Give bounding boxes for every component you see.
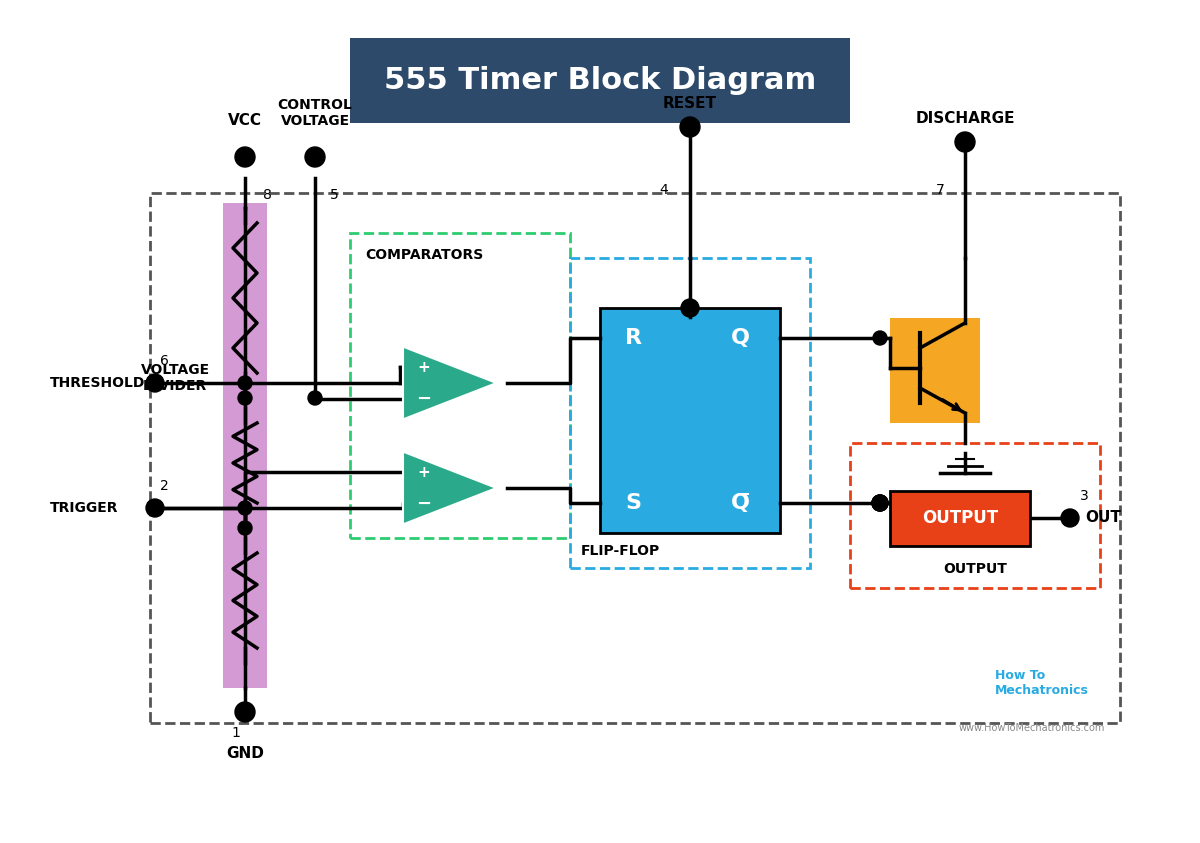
Circle shape	[308, 391, 322, 405]
Circle shape	[238, 376, 252, 390]
Text: 4: 4	[659, 183, 668, 197]
Circle shape	[146, 374, 164, 392]
Text: How To
Mechatronics: How To Mechatronics	[995, 669, 1088, 697]
Text: −: −	[416, 495, 431, 513]
Text: RESET: RESET	[664, 96, 718, 111]
Bar	[890, 318, 980, 423]
Circle shape	[238, 521, 252, 535]
Circle shape	[872, 495, 888, 511]
Text: VOLTAGE
DIVIDER: VOLTAGE DIVIDER	[140, 362, 210, 393]
Circle shape	[872, 495, 888, 511]
Bar	[600, 308, 780, 533]
Text: 6: 6	[160, 354, 169, 368]
Text: +: +	[418, 464, 430, 480]
Circle shape	[872, 495, 888, 511]
Circle shape	[238, 391, 252, 405]
Circle shape	[305, 147, 325, 167]
Circle shape	[146, 499, 164, 517]
Text: 5: 5	[330, 188, 338, 202]
Text: 8: 8	[263, 188, 272, 202]
Polygon shape	[403, 346, 497, 420]
Circle shape	[680, 117, 700, 137]
Text: TRIGGER: TRIGGER	[50, 501, 119, 515]
Text: +: +	[418, 360, 430, 375]
Text: FLIP-FLOP: FLIP-FLOP	[581, 544, 660, 558]
Text: GND: GND	[226, 746, 264, 761]
Text: 1: 1	[232, 726, 240, 740]
Circle shape	[955, 132, 976, 152]
Polygon shape	[403, 452, 497, 524]
Text: DISCHARGE: DISCHARGE	[916, 111, 1015, 126]
Circle shape	[238, 501, 252, 515]
Text: CONTROL
VOLTAGE: CONTROL VOLTAGE	[277, 98, 353, 128]
Bar	[223, 203, 268, 688]
Circle shape	[682, 299, 700, 317]
Text: COMPARATORS: COMPARATORS	[365, 248, 484, 262]
Text: 7: 7	[936, 183, 946, 197]
FancyBboxPatch shape	[350, 38, 850, 123]
Text: VCC: VCC	[228, 113, 262, 128]
Bar	[890, 491, 1030, 545]
Text: OUTPUT: OUTPUT	[943, 562, 1007, 576]
Text: THRESHOLD: THRESHOLD	[50, 376, 145, 390]
Text: 3: 3	[1080, 489, 1088, 503]
Circle shape	[235, 147, 256, 167]
Circle shape	[874, 331, 887, 345]
Text: 555 Timer Block Diagram: 555 Timer Block Diagram	[384, 66, 816, 95]
Circle shape	[1061, 509, 1079, 527]
Circle shape	[235, 702, 256, 722]
Text: 2: 2	[160, 479, 169, 493]
Text: OUTPUT: OUTPUT	[922, 509, 998, 527]
Text: www.HowToMechatronics.com: www.HowToMechatronics.com	[959, 723, 1105, 733]
Text: Q̅: Q̅	[731, 493, 750, 513]
Text: S: S	[625, 493, 641, 513]
Text: −: −	[416, 389, 431, 408]
Text: OUT: OUT	[1085, 511, 1121, 525]
Text: Q: Q	[731, 328, 750, 348]
Text: R: R	[625, 328, 642, 348]
